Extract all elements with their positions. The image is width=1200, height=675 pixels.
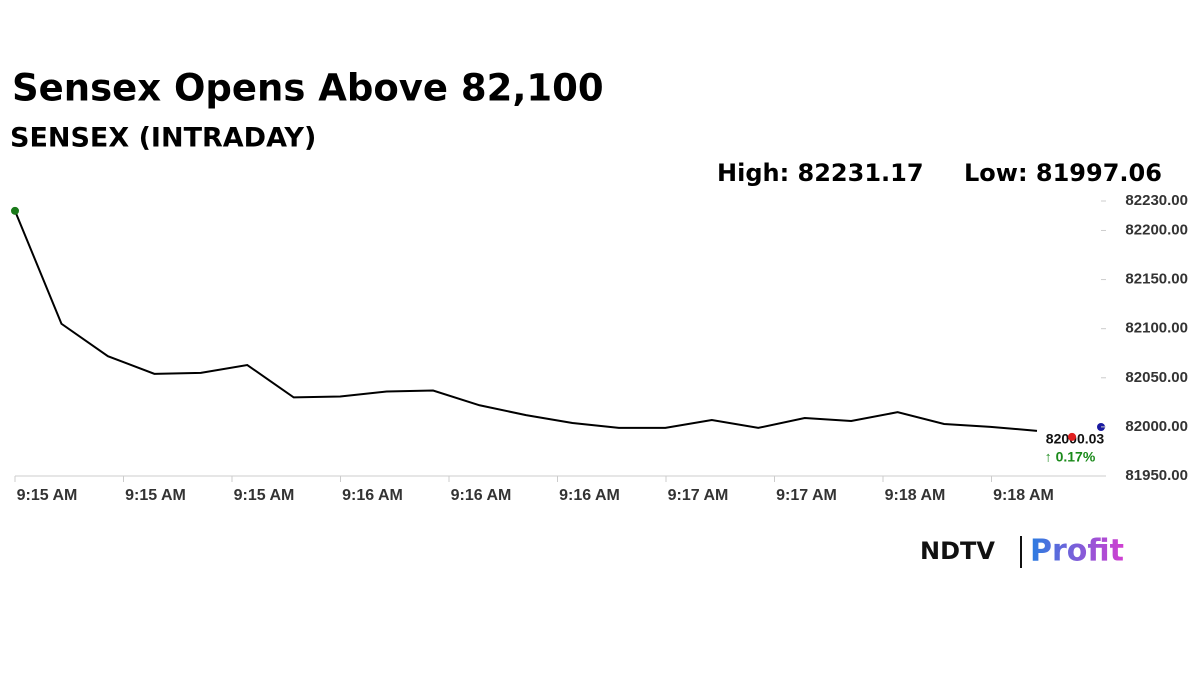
y-tick-label: 81950.00	[1125, 467, 1188, 484]
y-tick-label: 82230.00	[1125, 192, 1188, 209]
x-tick-label: 9:18 AM	[885, 487, 946, 504]
y-tick-label: 82100.00	[1125, 320, 1188, 337]
logo-product: Profit	[1030, 534, 1124, 569]
chart-subtitle: SENSEX (INTRADAY)	[10, 123, 316, 154]
low-text: Low: 81997.06	[964, 159, 1162, 187]
y-tick-label: 82050.00	[1125, 369, 1188, 386]
y-tick-label: 82150.00	[1125, 271, 1188, 288]
change-label: ↑ 0.17%	[1045, 449, 1096, 465]
logo-brand: NDTV	[920, 537, 995, 565]
x-tick-label: 9:17 AM	[776, 487, 837, 504]
x-tick-label: 9:17 AM	[668, 487, 729, 504]
y-tick-label: 82200.00	[1125, 221, 1188, 238]
start-marker	[11, 206, 19, 215]
x-tick-label: 9:15 AM	[125, 487, 186, 504]
x-tick-label: 9:18 AM	[993, 487, 1054, 504]
y-tick-label: 82000.00	[1125, 418, 1188, 435]
x-tick-label: 9:16 AM	[342, 487, 403, 504]
current-marker	[1068, 432, 1076, 441]
chart-title: Sensex Opens Above 82,100	[12, 67, 604, 110]
high-text: High: 82231.17	[717, 159, 924, 187]
x-tick-label: 9:16 AM	[559, 487, 620, 504]
line	[14, 210, 1038, 432]
x-tick-label: 9:16 AM	[451, 487, 512, 504]
x-tick-label: 9:15 AM	[17, 487, 78, 504]
x-tick-label: 9:15 AM	[234, 487, 295, 504]
